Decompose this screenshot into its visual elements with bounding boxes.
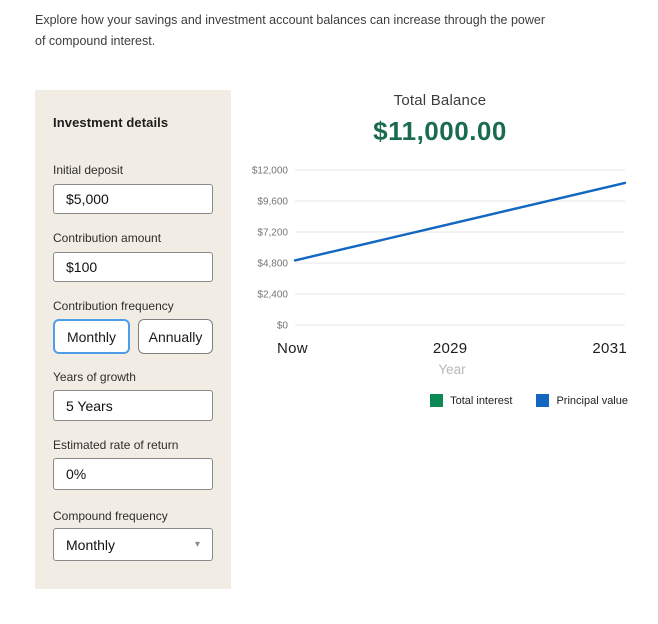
- chart-header: Total Balance $11,000.00: [248, 92, 632, 147]
- svg-text:$9,600: $9,600: [257, 197, 288, 208]
- investment-details-panel: Investment details Initial deposit Contr…: [35, 90, 231, 589]
- contribution-amount-input[interactable]: [53, 252, 213, 282]
- svg-text:$4,800: $4,800: [257, 259, 288, 270]
- compound-frequency-select[interactable]: Monthly ▾: [53, 528, 213, 561]
- x-axis-ticks: Now 2029 2031: [277, 340, 627, 357]
- svg-text:$0: $0: [277, 321, 289, 332]
- total-interest-swatch-icon: [430, 394, 444, 407]
- chart-title: Total Balance: [393, 92, 487, 109]
- legend-label-total-interest: Total interest: [450, 394, 513, 407]
- legend-label-principal-value: Principal value: [556, 394, 628, 407]
- rate-of-return-group: Estimated rate of return: [53, 438, 213, 490]
- rate-of-return-label: Estimated rate of return: [53, 438, 179, 452]
- svg-text:$12,000: $12,000: [252, 166, 289, 177]
- panel-title: Investment details: [53, 115, 169, 130]
- svg-text:$2,400: $2,400: [257, 290, 288, 301]
- contribution-amount-label: Contribution amount: [53, 231, 162, 245]
- contribution-frequency-label: Contribution frequency: [53, 299, 174, 313]
- initial-deposit-label: Initial deposit: [53, 163, 124, 177]
- frequency-option-monthly[interactable]: Monthly: [53, 319, 130, 354]
- compound-frequency-group: Compound frequency Monthly ▾: [53, 509, 213, 561]
- frequency-option-annually[interactable]: Annually: [138, 319, 213, 354]
- contribution-frequency-group: Contribution frequency Monthly Annually: [53, 299, 213, 354]
- rate-of-return-input[interactable]: [53, 458, 213, 490]
- legend-item-total-interest: Total interest: [430, 394, 512, 407]
- initial-deposit-input[interactable]: [53, 184, 213, 214]
- svg-text:$7,200: $7,200: [257, 228, 288, 239]
- total-balance-amount: $11,000.00: [373, 116, 507, 146]
- contribution-amount-group: Contribution amount: [53, 231, 213, 282]
- x-tick-now: Now: [277, 340, 308, 357]
- legend-item-principal-value: Principal value: [536, 394, 628, 407]
- chart-legend: Total interest Principal value: [248, 394, 628, 407]
- x-tick-2031: 2031: [592, 340, 627, 357]
- x-tick-2029: 2029: [432, 340, 468, 357]
- initial-deposit-group: Initial deposit: [53, 163, 213, 214]
- contribution-frequency-toggle: Monthly Annually: [53, 319, 213, 354]
- compound-frequency-value: Monthly: [66, 536, 116, 553]
- principal-value-swatch-icon: [536, 394, 550, 407]
- chevron-down-icon: ▾: [194, 538, 200, 550]
- years-of-growth-label: Years of growth: [53, 370, 136, 384]
- years-of-growth-group: Years of growth: [53, 370, 213, 421]
- years-of-growth-input[interactable]: [53, 390, 213, 421]
- chart-panel: Total Balance $11,000.00 $0 $2,400 $4,800 $…: [248, 88, 658, 407]
- compound-frequency-label: Compound frequency: [53, 509, 168, 523]
- plot-svg: $0 $2,400 $4,800 $7,200 $9,600 $12,000: [252, 166, 627, 332]
- intro-text: Explore how your savings and investment …: [35, 13, 546, 48]
- x-axis-title: Year: [438, 362, 466, 377]
